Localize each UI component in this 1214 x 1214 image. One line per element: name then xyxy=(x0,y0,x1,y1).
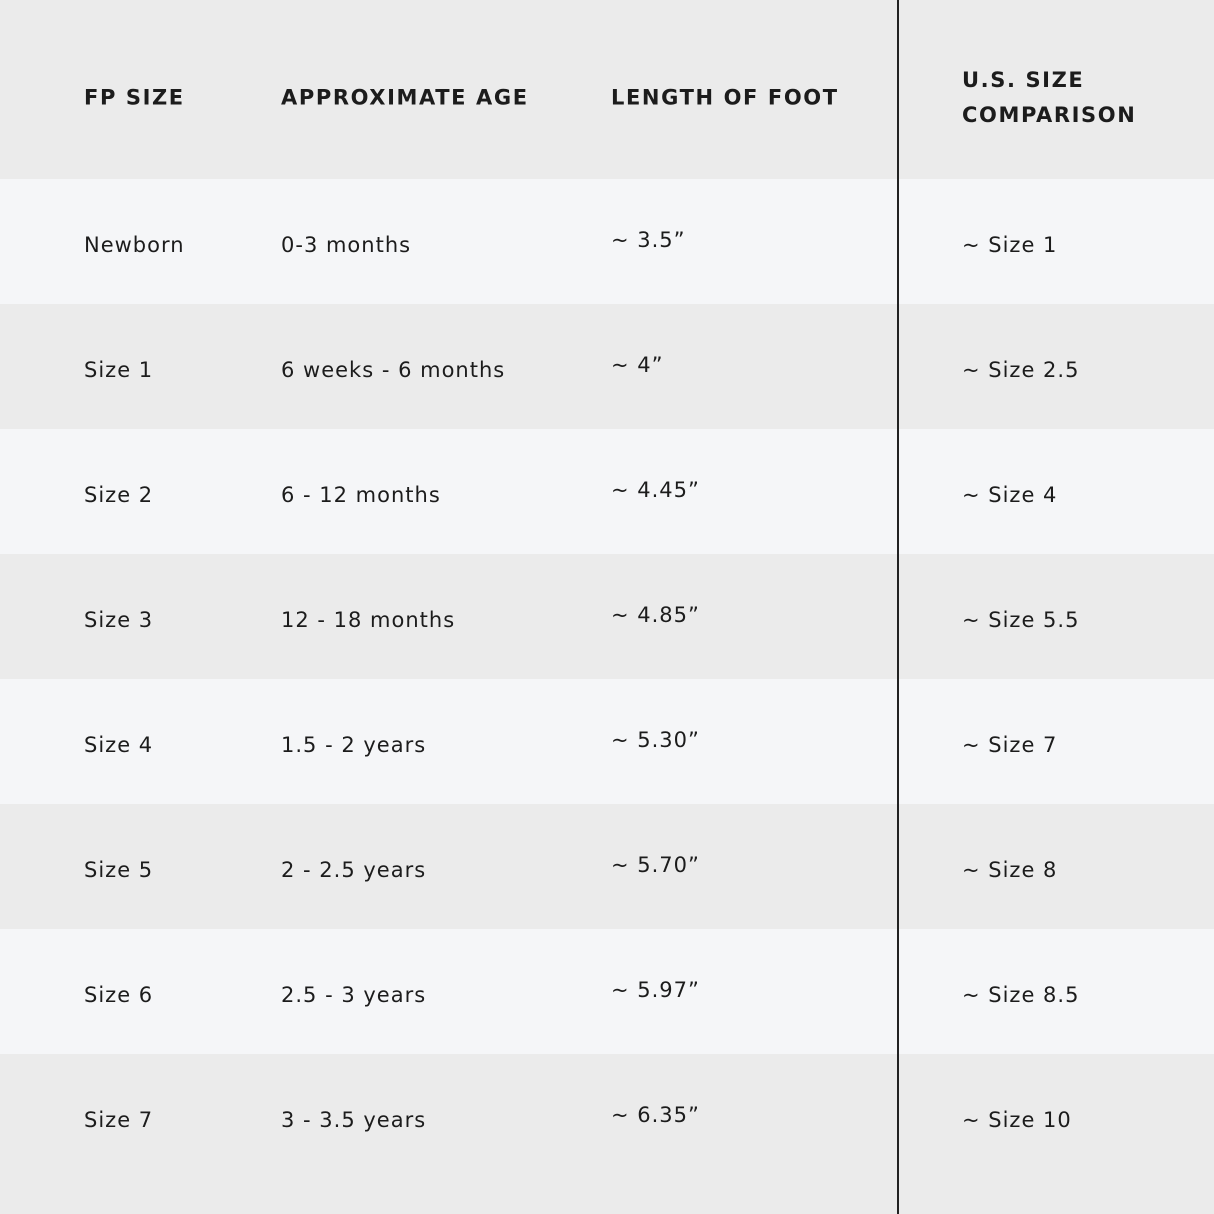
header-cell: FP SIZE xyxy=(84,85,185,110)
column-divider xyxy=(897,0,899,1214)
table-cell: Size 7 xyxy=(84,1108,154,1132)
table-cell: 2.5 - 3 years xyxy=(281,983,427,1007)
table-cell: ~ Size 8 xyxy=(962,858,1058,882)
table-cell: Size 2 xyxy=(84,483,154,507)
table-row: Size 7 3 - 3.5 years ~ 6.35” ~ Size 10 xyxy=(0,1054,1214,1214)
table-cell: 12 - 18 months xyxy=(281,608,456,632)
table-cell: ~ 4.85” xyxy=(611,603,700,627)
header-cell: LENGTH OF FOOT xyxy=(611,85,839,110)
table-cell: ~ Size 1 xyxy=(962,233,1058,257)
table-cell: Size 1 xyxy=(84,358,154,382)
table-cell: Newborn xyxy=(84,233,185,257)
table-row: Size 4 1.5 - 2 years ~ 5.30” ~ Size 7 xyxy=(0,679,1214,804)
table-cell: Size 3 xyxy=(84,608,154,632)
header-row: FP SIZE APPROXIMATE AGE LENGTH OF FOOT U.S.… xyxy=(0,0,1214,179)
table-cell: ~ Size 5.5 xyxy=(962,608,1080,632)
table-cell: 1.5 - 2 years xyxy=(281,733,427,757)
table-row: Size 3 12 - 18 months ~ 4.85” ~ Size 5.5 xyxy=(0,554,1214,679)
table-cell: 3 - 3.5 years xyxy=(281,1108,427,1132)
table-cell: Size 6 xyxy=(84,983,154,1007)
table-cell: Size 4 xyxy=(84,733,154,757)
header-cell: APPROXIMATE AGE xyxy=(281,85,529,110)
table-cell: ~ 6.35” xyxy=(611,1103,700,1127)
table-cell: ~ 5.30” xyxy=(611,728,700,752)
table-cell: ~ 4.45” xyxy=(611,478,700,502)
table-cell: 0-3 months xyxy=(281,233,412,257)
table-cell: Size 5 xyxy=(84,858,154,882)
table-cell: ~ Size 8.5 xyxy=(962,983,1080,1007)
table-cell: ~ 5.70” xyxy=(611,853,700,877)
table-cell: ~ 3.5” xyxy=(611,228,686,252)
table-cell: 6 - 12 months xyxy=(281,483,441,507)
table-row: Size 2 6 - 12 months ~ 4.45” ~ Size 4 xyxy=(0,429,1214,554)
table-cell: ~ 4” xyxy=(611,353,664,377)
header-cell: U.S. SIZE COMPARISON xyxy=(962,68,1137,127)
table-cell: ~ Size 2.5 xyxy=(962,358,1080,382)
table-cell: ~ Size 7 xyxy=(962,733,1058,757)
table-cell: 6 weeks - 6 months xyxy=(281,358,506,382)
table-row: Size 5 2 - 2.5 years ~ 5.70” ~ Size 8 xyxy=(0,804,1214,929)
table-cell: 2 - 2.5 years xyxy=(281,858,427,882)
table-cell: ~ 5.97” xyxy=(611,978,700,1002)
table-cell: ~ Size 4 xyxy=(962,483,1058,507)
table-row: Size 1 6 weeks - 6 months ~ 4” ~ Size 2.5 xyxy=(0,304,1214,429)
table-cell: ~ Size 10 xyxy=(962,1108,1072,1132)
table-row: Newborn 0-3 months ~ 3.5” ~ Size 1 xyxy=(0,179,1214,304)
table-row: Size 6 2.5 - 3 years ~ 5.97” ~ Size 8.5 xyxy=(0,929,1214,1054)
